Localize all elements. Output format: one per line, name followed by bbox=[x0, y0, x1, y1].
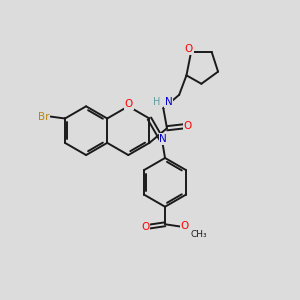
Text: N: N bbox=[165, 97, 172, 107]
Text: N: N bbox=[159, 134, 167, 144]
Text: O: O bbox=[184, 44, 193, 54]
Text: O: O bbox=[184, 121, 192, 131]
Text: O: O bbox=[141, 222, 150, 232]
Text: O: O bbox=[125, 99, 133, 109]
Text: Br: Br bbox=[38, 112, 49, 122]
Text: CH₃: CH₃ bbox=[191, 230, 208, 238]
Text: O: O bbox=[180, 221, 189, 231]
Text: H: H bbox=[153, 97, 160, 107]
